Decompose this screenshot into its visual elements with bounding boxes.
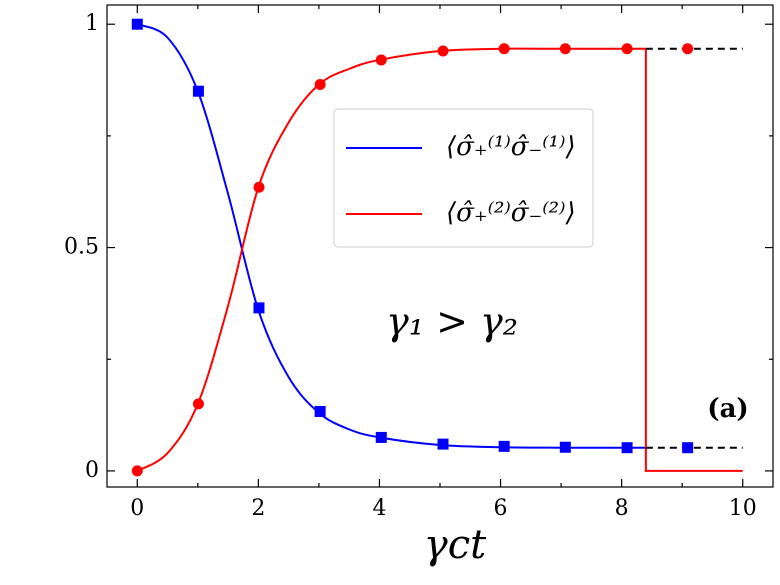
- legend-box: [333, 108, 594, 248]
- marker: [192, 85, 204, 97]
- marker: [253, 302, 265, 314]
- marker: [375, 431, 387, 443]
- legend-label: ⟨σ̂₊⁽²⁾σ̂₋⁽²⁾⟩: [446, 198, 576, 228]
- marker: [682, 43, 694, 55]
- annotation: (a): [707, 394, 748, 424]
- marker: [498, 440, 510, 452]
- marker: [131, 18, 143, 30]
- marker: [682, 442, 694, 454]
- marker: [621, 43, 633, 55]
- x-tick-label: 2: [251, 496, 265, 521]
- marker: [437, 45, 449, 57]
- annotation: γ₁ > γ₂: [386, 300, 518, 344]
- y-tick-label: 0: [85, 458, 99, 483]
- marker: [314, 406, 326, 418]
- marker: [559, 441, 571, 453]
- y-tick-label: 1: [85, 11, 99, 36]
- x-tick-label: 0: [130, 496, 144, 521]
- marker: [253, 181, 265, 193]
- marker: [131, 465, 143, 477]
- marker: [375, 54, 387, 66]
- y-tick-label: 0.5: [64, 235, 99, 260]
- marker: [559, 43, 571, 55]
- x-tick-label: 4: [372, 496, 386, 521]
- marker: [192, 398, 204, 410]
- marker: [498, 43, 510, 55]
- series-line: [644, 48, 743, 472]
- x-tick-label: 6: [494, 496, 508, 521]
- x-tick-label: 8: [615, 496, 629, 521]
- x-axis-label: γct: [424, 522, 487, 568]
- marker: [621, 442, 633, 454]
- marker: [437, 438, 449, 450]
- marker: [314, 79, 326, 91]
- x-tick-label: 10: [729, 496, 757, 521]
- legend-label: ⟨σ̂₊⁽¹⁾σ̂₋⁽¹⁾⟩: [446, 132, 576, 162]
